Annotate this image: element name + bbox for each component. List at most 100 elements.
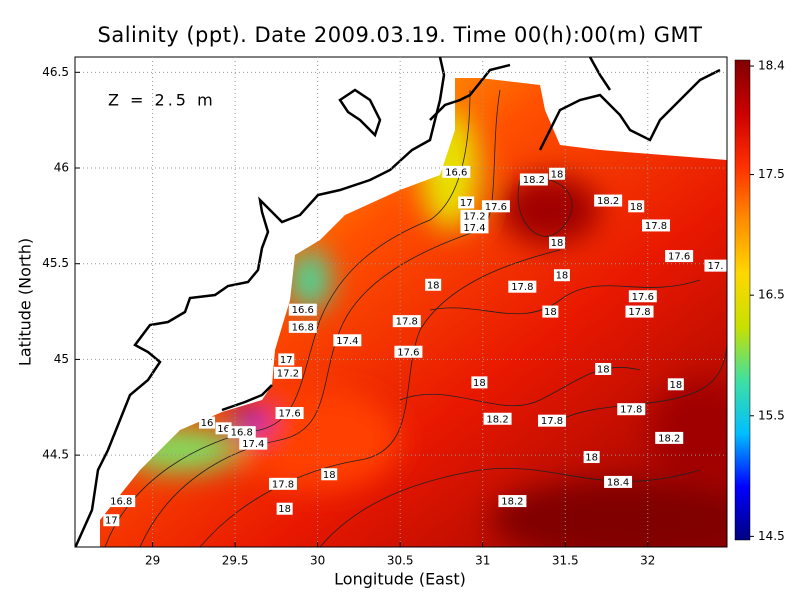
contour-label: 17.4 [336, 336, 358, 347]
contour-label: 16.8 [231, 428, 253, 439]
contour-label: 17.4 [463, 223, 485, 234]
contour-label: 18 [278, 504, 291, 515]
contour-label: 17 [280, 355, 293, 366]
contour-label-box [107, 495, 136, 508]
contour-label-box [215, 422, 232, 435]
contour-label: 16 [217, 424, 230, 435]
contour-label: 17.8 [628, 307, 650, 318]
contour-label-box [268, 477, 297, 490]
x-tick-label: 29.5 [222, 554, 249, 568]
colorbar-tick-label: 17.5 [758, 167, 785, 181]
y-tick-label: 44.5 [42, 448, 69, 462]
contour-label: 17 [105, 516, 118, 527]
contour-label: 18.2 [597, 196, 619, 207]
contour-label-box [288, 320, 317, 333]
contour-label-box [481, 200, 510, 213]
contour-label-box [538, 414, 567, 427]
contour-label-box [553, 269, 570, 282]
y-tick-label: 45.5 [42, 256, 69, 270]
contour-label: 17.6 [278, 409, 300, 420]
contour-label-box [628, 290, 657, 303]
contour-label: 17. [707, 261, 723, 272]
y-tick-label: 46 [54, 161, 69, 175]
contour-label-box [276, 502, 293, 515]
contour-label: 18 [669, 380, 682, 391]
contour-label: 18 [556, 271, 569, 282]
contour-label: 17.8 [511, 282, 533, 293]
contour-label-box [625, 305, 654, 318]
contour-label: 17.6 [668, 252, 690, 263]
plot-frame [74, 56, 728, 548]
contour-label: 17 [460, 198, 473, 209]
contour-label-box [655, 431, 684, 444]
contour-label-box [288, 303, 317, 316]
contour-label-box [542, 305, 559, 318]
contour-label-box [519, 173, 548, 186]
x-tick-label: 30.5 [387, 554, 414, 568]
x-tick-label: 31 [475, 554, 490, 568]
contour-label-box [460, 221, 489, 234]
contour-label-box [617, 403, 646, 416]
contour-label: 16.8 [292, 322, 314, 333]
colorbar-tick-label: 15.5 [758, 408, 785, 422]
contour-label: 18 [427, 280, 440, 291]
contour-label: 16.6 [292, 305, 314, 316]
contour-label: 18 [630, 202, 643, 213]
x-tick-label: 29 [145, 554, 160, 568]
contour-label-box [278, 353, 295, 366]
contour-label: 18.2 [501, 497, 523, 508]
contour-label-box [642, 219, 671, 232]
contour-label-box [548, 167, 565, 180]
y-tick-label: 46.5 [42, 65, 69, 79]
contour-label-box [665, 250, 694, 263]
contour-label-box [704, 259, 727, 272]
contour-label: 16.6 [445, 167, 467, 178]
y-axis-label: Latitude (North) [16, 238, 35, 366]
contour-label-box [199, 416, 216, 429]
contour-label-box [442, 165, 471, 178]
x-axis-label: Longitude (East) [334, 570, 466, 589]
x-tick-label: 31.5 [552, 554, 579, 568]
contour-label-box [471, 376, 488, 389]
y-tick-label: 45 [54, 352, 69, 366]
contour-label-box [333, 334, 362, 347]
contour-label: 18 [551, 169, 564, 180]
contour-label-box [458, 196, 475, 209]
contour-label: 17.4 [242, 439, 264, 450]
contour-label-box [583, 451, 600, 464]
title: Salinity (ppt). Date 2009.03.19. Time 00… [98, 23, 703, 47]
contour-label-box [548, 236, 565, 249]
contour-label: 17.8 [396, 317, 418, 328]
contour-label: 17.8 [620, 405, 642, 416]
contour-label: 18 [473, 378, 486, 389]
contour-label: 18 [585, 453, 598, 464]
x-tick-label: 32 [640, 554, 655, 568]
contour-label: 17.2 [463, 211, 485, 222]
contour-label-box [628, 200, 645, 213]
colorbar-tick-label: 14.5 [758, 529, 785, 543]
contour-label-box [667, 378, 684, 391]
contour-label-box [460, 209, 489, 222]
x-tick-label: 30 [310, 554, 325, 568]
contour-label-box [425, 278, 442, 291]
contour-label-box [594, 194, 623, 207]
contour-label-box [239, 437, 268, 450]
contour-label-box [321, 468, 338, 481]
contour-label-box [498, 495, 527, 508]
contour-label: 17.8 [541, 416, 563, 427]
contour-label: 16.8 [110, 497, 132, 508]
colorbar-tick-label: 16.5 [758, 288, 785, 302]
colorbar [734, 59, 751, 541]
contour-label: 18 [323, 470, 336, 481]
colorbar-tick-label: 18.4 [758, 59, 785, 73]
contour-label: 17.8 [645, 221, 667, 232]
contour-label-box [508, 280, 537, 293]
contour-label-box [103, 514, 120, 527]
contour-label-box [273, 366, 302, 379]
contour-label: 18 [597, 364, 610, 375]
contour-label: 18.4 [607, 477, 629, 488]
contour-label: 18 [551, 238, 564, 249]
contour-label-box [227, 426, 256, 439]
